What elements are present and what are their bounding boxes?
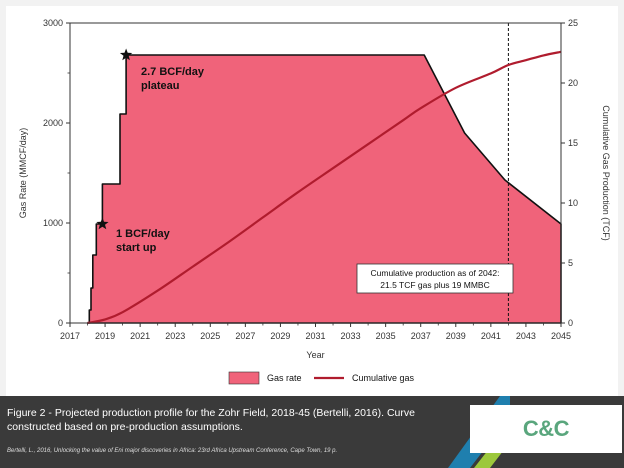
y-left-tick-label: 1000 (43, 218, 63, 228)
startup-label-line1: 1 BCF/day (116, 228, 171, 240)
production-chart: 2017 2019 2021 2023 2025 2027 2029 2031 2033 2035… (18, 18, 611, 385)
axes: 2017 2019 2021 2023 2025 2027 2029 2031 2033 2035… (18, 18, 611, 360)
x-tick-label: 2045 (551, 331, 571, 341)
chart-panel: 2017 2019 2021 2023 2025 2027 2029 2031 2033 2035… (6, 6, 618, 396)
startup-label-line2: start up (116, 242, 157, 254)
y-axis-right-title: Cumulative Gas Production (TCF) (601, 105, 611, 241)
x-axis-title: Year (306, 350, 324, 360)
footer-banner: Figure 2 - Projected production profile … (0, 396, 624, 468)
y-axis-right: 0 5 10 15 20 25 (561, 18, 578, 328)
series-gas-rate-area (86, 54, 562, 324)
cumulative-note-line2: 21.5 TCF gas plus 19 MMBC (380, 280, 489, 290)
figure-caption: Figure 2 - Projected production profile … (7, 407, 415, 433)
figure-reference: Bertelli, L., 2016, Unlocking the value … (7, 448, 338, 454)
brand-box: C&C Reservoirs (470, 405, 622, 468)
y-right-tick-label: 10 (568, 198, 578, 208)
y-right-tick-label: 0 (568, 318, 573, 328)
x-tick-label: 2017 (60, 331, 80, 341)
legend-label-cumulative-gas: Cumulative gas (352, 373, 415, 383)
x-tick-label: 2043 (516, 331, 536, 341)
x-tick-label: 2021 (130, 331, 150, 341)
y-right-tick-label: 5 (568, 258, 573, 268)
x-tick-label: 2033 (341, 331, 361, 341)
x-tick-label: 2037 (411, 331, 431, 341)
series-cumulative-gas-line (87, 50, 562, 325)
marker-star-plateau (119, 48, 133, 61)
y-left-tick-label: 3000 (43, 18, 63, 28)
annotations: 1 BCF/day start up 2.7 BCF/day plateau C… (116, 66, 514, 294)
y-right-tick-label: 20 (568, 78, 578, 88)
x-axis: 2017 2019 2021 2023 2025 2027 2029 2031 2033 2035… (60, 323, 571, 341)
x-tick-label: 2027 (235, 331, 255, 341)
y-axis-left-title: Gas Rate (MMCF/day) (18, 128, 28, 219)
cumulative-note-line1: Cumulative production as of 2042: (371, 268, 500, 278)
cumulative-note-box (356, 263, 514, 294)
y-axis-left: 0 1000 2000 3000 (43, 18, 70, 328)
plateau-label-line2: plateau (141, 80, 180, 92)
legend: Gas rate Cumulative gas (228, 371, 415, 385)
y-left-tick-label: 2000 (43, 118, 63, 128)
x-tick-label: 2023 (165, 331, 185, 341)
y-left-tick-label: 0 (58, 318, 63, 328)
y-right-tick-label: 25 (568, 18, 578, 28)
x-tick-label: 2019 (95, 331, 115, 341)
x-tick-label: 2031 (305, 331, 325, 341)
x-tick-label: 2035 (376, 331, 396, 341)
y-right-tick-label: 15 (568, 138, 578, 148)
brand-logo-text: C&C Reservoirs (492, 416, 601, 468)
marker-star-startup (96, 217, 109, 230)
x-tick-label: 2029 (270, 331, 290, 341)
x-tick-label: 2025 (200, 331, 220, 341)
plot-area (86, 23, 562, 325)
x-tick-label: 2041 (481, 331, 501, 341)
legend-label-gas-rate: Gas rate (267, 373, 302, 383)
x-tick-label: 2039 (446, 331, 466, 341)
legend-swatch-gas-rate (228, 371, 260, 385)
plateau-label-line1: 2.7 BCF/day (141, 66, 205, 78)
